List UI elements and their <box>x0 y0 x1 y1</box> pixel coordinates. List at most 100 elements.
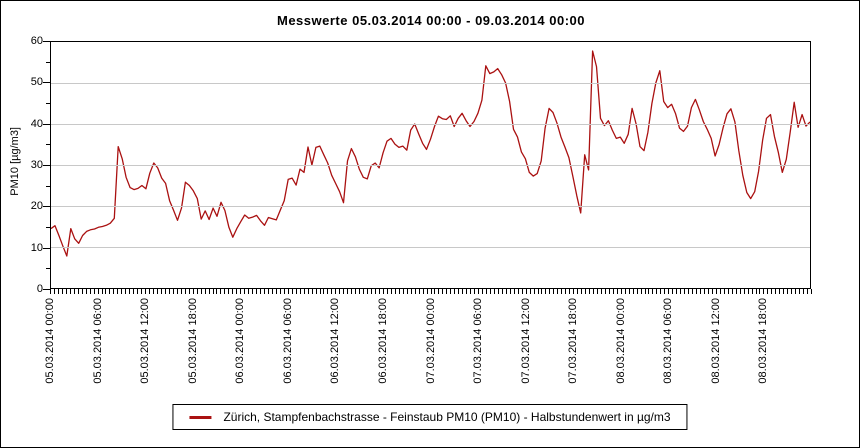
x-tick <box>807 289 808 294</box>
x-tick <box>811 289 812 294</box>
x-tick <box>62 289 63 294</box>
x-tick <box>133 289 134 294</box>
x-tick <box>759 289 760 294</box>
x-tick <box>767 289 768 294</box>
x-tick-label: 07.03.2014 12:00 <box>520 298 532 384</box>
x-tick <box>50 289 51 294</box>
x-tick <box>502 289 503 294</box>
pm10-polyline <box>51 50 810 257</box>
x-tick <box>98 289 99 294</box>
x-tick <box>105 289 106 294</box>
x-tick <box>244 289 245 294</box>
x-tick <box>641 289 642 294</box>
x-tick <box>783 289 784 294</box>
x-tick <box>173 289 174 294</box>
x-tick <box>787 289 788 294</box>
x-tick <box>656 289 657 294</box>
x-tick <box>561 289 562 294</box>
x-tick <box>264 289 265 294</box>
x-tick-label: 07.03.2014 06:00 <box>472 298 484 384</box>
x-tick <box>359 289 360 294</box>
x-tick <box>756 289 757 294</box>
x-tick <box>660 289 661 294</box>
x-tick <box>712 289 713 294</box>
x-tick <box>411 289 412 294</box>
x-tick <box>423 289 424 294</box>
y-tick-label: 20 <box>30 200 43 212</box>
x-tick <box>534 289 535 294</box>
x-tick <box>407 289 408 294</box>
x-tick <box>573 289 574 294</box>
x-tick <box>94 289 95 294</box>
y-tick <box>43 248 50 249</box>
x-tick <box>121 289 122 294</box>
x-tick <box>621 289 622 294</box>
x-tick <box>506 289 507 294</box>
x-tick <box>748 289 749 294</box>
y-minor-tick <box>46 227 50 228</box>
y-tick-label: 30 <box>30 159 43 171</box>
y-tick <box>43 41 50 42</box>
x-tick <box>335 289 336 294</box>
x-tick <box>700 289 701 294</box>
x-tick <box>205 289 206 294</box>
x-tick <box>744 289 745 294</box>
x-tick <box>538 289 539 294</box>
x-tick <box>371 289 372 294</box>
x-tick <box>648 289 649 294</box>
x-tick <box>331 289 332 294</box>
x-tick <box>470 289 471 294</box>
legend: Zürich, Stampfenbachstrasse - Feinstaub … <box>172 404 688 430</box>
x-tick <box>613 289 614 294</box>
x-tick <box>78 289 79 294</box>
x-tick <box>109 289 110 294</box>
x-tick <box>280 289 281 294</box>
x-tick <box>220 289 221 294</box>
x-tick-label: 05.03.2014 18:00 <box>187 298 199 384</box>
x-tick <box>102 289 103 294</box>
x-tick <box>339 289 340 294</box>
x-tick <box>553 289 554 294</box>
x-tick <box>442 289 443 294</box>
x-tick <box>605 289 606 294</box>
x-tick <box>522 289 523 294</box>
x-tick <box>474 289 475 294</box>
y-tick <box>43 206 50 207</box>
x-tick <box>645 289 646 294</box>
x-tick <box>518 289 519 294</box>
x-tick <box>688 289 689 294</box>
x-tick <box>169 289 170 294</box>
pm10-line-series <box>51 50 810 257</box>
x-tick <box>664 289 665 294</box>
x-tick <box>343 289 344 294</box>
y-minor-tick <box>46 103 50 104</box>
x-tick <box>458 289 459 294</box>
x-tick <box>236 289 237 294</box>
x-tick <box>482 289 483 294</box>
x-tick <box>625 289 626 294</box>
x-tick <box>724 289 725 294</box>
x-tick <box>74 289 75 294</box>
x-tick <box>129 289 130 294</box>
x-tick <box>268 289 269 294</box>
x-tick <box>213 289 214 294</box>
x-tick <box>585 289 586 294</box>
x-tick <box>66 289 67 294</box>
x-tick <box>145 289 146 294</box>
x-tick <box>732 289 733 294</box>
gridline <box>51 247 810 248</box>
x-tick <box>216 289 217 294</box>
x-tick <box>379 289 380 294</box>
x-tick <box>526 289 527 294</box>
x-tick <box>637 289 638 294</box>
y-minor-tick <box>46 268 50 269</box>
y-tick <box>43 289 50 290</box>
x-tick <box>617 289 618 294</box>
x-tick <box>799 289 800 294</box>
x-tick <box>308 289 309 294</box>
x-tick <box>320 289 321 294</box>
x-tick <box>704 289 705 294</box>
x-tick <box>431 289 432 294</box>
x-tick <box>355 289 356 294</box>
